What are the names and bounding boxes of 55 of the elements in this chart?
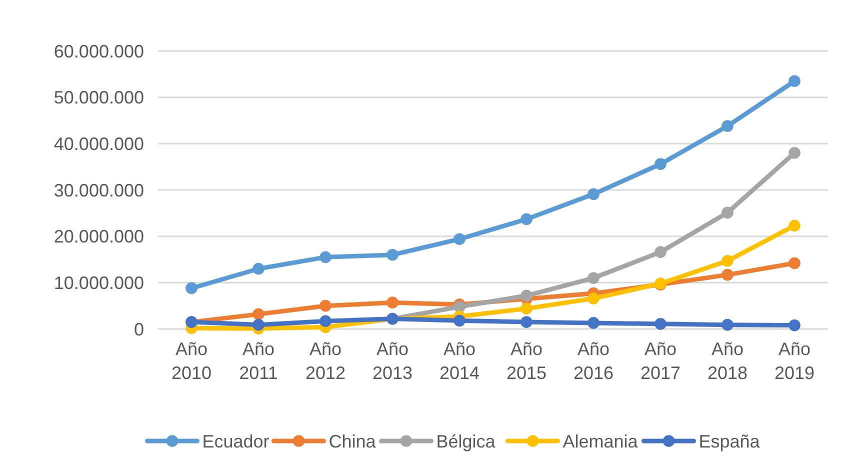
- point: [520, 302, 532, 315]
- point: [520, 316, 532, 328]
- point: [654, 246, 666, 258]
- legend-label: Bélgica: [436, 431, 496, 452]
- point: [386, 248, 398, 261]
- x-tick-label: Año 2012: [305, 339, 346, 383]
- point: [320, 251, 332, 264]
- x-tick-label: Año 2013: [372, 339, 413, 383]
- x-tick-label: Año 2019: [774, 339, 815, 383]
- x-tick-label: Año 2017: [640, 339, 681, 383]
- point: [788, 75, 800, 88]
- y-tick-label: 60.000.000: [54, 41, 144, 62]
- x-tick-label: Año 2015: [506, 339, 547, 383]
- y-tick-label: 40.000.000: [54, 134, 144, 154]
- point: [520, 290, 532, 302]
- x-tick-label: Año 2014: [439, 339, 480, 383]
- point: [386, 296, 398, 308]
- point: [788, 319, 800, 332]
- point: [588, 272, 600, 284]
- point: [788, 220, 800, 232]
- point: [588, 317, 600, 329]
- legend-label: China: [328, 431, 377, 452]
- point: [788, 147, 800, 159]
- point: [788, 257, 800, 270]
- point: [454, 233, 466, 246]
- point: [252, 318, 264, 331]
- point: [654, 158, 666, 170]
- point: [722, 318, 734, 331]
- point: [252, 262, 264, 275]
- point: [320, 300, 332, 312]
- x-tick-label: Año 2018: [707, 339, 748, 383]
- point: [320, 315, 332, 328]
- point: [722, 268, 734, 281]
- point: [588, 292, 600, 304]
- point: [588, 188, 600, 200]
- point: [252, 308, 264, 320]
- point: [454, 314, 466, 327]
- point: [654, 318, 666, 330]
- point: [454, 300, 466, 313]
- point: [186, 282, 198, 294]
- legend-label: Ecuador: [202, 431, 270, 452]
- y-tick-label: 0: [134, 319, 144, 340]
- y-tick-label: 50.000.000: [54, 88, 144, 108]
- x-tick-label: Año 2016: [573, 339, 614, 383]
- legend-label: Alemania: [562, 431, 639, 452]
- x-tick-label: Año 2010: [171, 339, 212, 383]
- y-tick-label: 10.000.000: [54, 272, 144, 293]
- y-tick-label: 30.000.000: [54, 180, 144, 200]
- point: [722, 254, 734, 267]
- x-tick-label: Año 2011: [239, 339, 278, 383]
- legend-label: España: [698, 431, 761, 452]
- point: [520, 213, 532, 226]
- point: [722, 120, 734, 132]
- point: [722, 206, 734, 219]
- y-tick-label: 20.000.000: [54, 226, 144, 247]
